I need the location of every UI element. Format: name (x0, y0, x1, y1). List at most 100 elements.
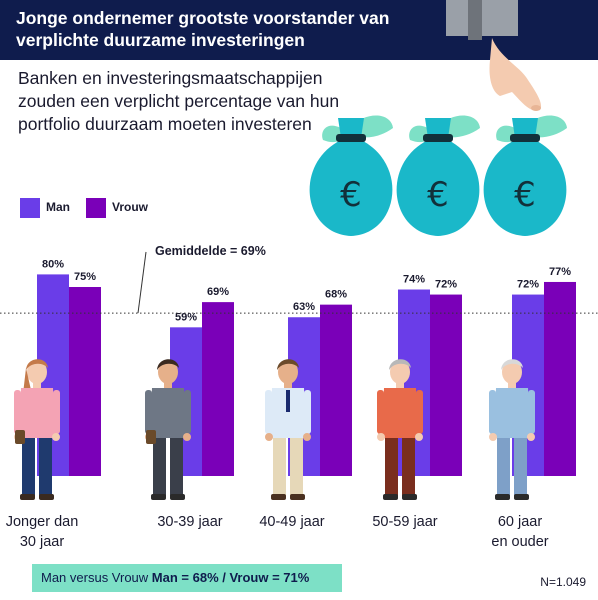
person-leg (39, 438, 52, 496)
category-label: 60 jaar (498, 514, 543, 530)
person-shoe (290, 494, 305, 500)
category-label: Jonger dan (6, 514, 79, 530)
person-leg (385, 438, 398, 496)
bag-tie (336, 134, 366, 142)
person-head (27, 360, 47, 384)
legend-swatch-vrouw (86, 198, 106, 218)
person-hand (265, 433, 273, 441)
data-label: 77% (549, 266, 571, 278)
person-neck (396, 382, 404, 388)
person-hand (303, 433, 311, 441)
person-hair (26, 359, 48, 370)
person-leg (153, 438, 166, 496)
bag-neck (338, 118, 364, 138)
person-torso (382, 388, 418, 438)
person-hair-long (23, 368, 31, 394)
data-label: 69% (207, 286, 229, 298)
person-hair (157, 359, 179, 370)
bag-neck (512, 118, 538, 138)
person-torso (19, 388, 55, 438)
data-label: 63% (293, 301, 315, 313)
category-label: en ouder (491, 534, 548, 550)
person-shoe (383, 494, 398, 500)
person-arm (304, 390, 311, 434)
person-leg (170, 438, 183, 496)
money-bag-icon: € (309, 115, 393, 236)
bar-vrouw-4 (544, 281, 576, 476)
person-neck (284, 382, 292, 388)
data-label: 72% (517, 279, 539, 291)
person-tie (286, 390, 290, 412)
person-neck (164, 382, 172, 388)
person-arm (184, 390, 191, 434)
person-icon (145, 359, 191, 500)
person-icon (377, 359, 423, 500)
euro-icon: € (340, 175, 362, 215)
person-torso (150, 388, 186, 438)
legend-label-man: Man (46, 200, 70, 214)
person-shoe (170, 494, 185, 500)
person-torso (270, 388, 306, 438)
person-bag (15, 430, 25, 444)
bag-body (396, 140, 480, 236)
category-label: 30-39 jaar (157, 514, 222, 530)
person-arm (489, 390, 496, 434)
data-label: 75% (74, 271, 96, 283)
person-shoe (39, 494, 54, 500)
person-leg (290, 438, 303, 496)
person-hand (527, 433, 535, 441)
person-bag (146, 430, 156, 444)
person-icon (489, 359, 535, 500)
person-hand (489, 433, 497, 441)
person-arm (14, 390, 21, 434)
person-leg (22, 438, 35, 496)
finger-tip (531, 105, 541, 111)
person-shoe (402, 494, 417, 500)
person-head (158, 360, 178, 384)
data-label: 68% (325, 289, 347, 301)
chart-subtitle: Banken en investeringsmaatschappijen zou… (18, 68, 340, 134)
footer-prefix: Man versus Vrouw (41, 570, 149, 585)
euro-icon: € (514, 175, 536, 215)
data-label: 59% (175, 311, 197, 323)
bag-tie (510, 134, 540, 142)
person-arm (416, 390, 423, 434)
legend-label-vrouw: Vrouw (112, 200, 149, 214)
category-label: 50-59 jaar (372, 514, 437, 530)
data-label: 80% (42, 258, 64, 270)
footer-text: Man versus Vrouw Man = 68% / Vrouw = 71% (41, 570, 309, 585)
person-shoe (495, 494, 510, 500)
bag-neck (425, 118, 451, 138)
person-hand (415, 433, 423, 441)
average-pointer (137, 251, 147, 314)
person-icon (265, 359, 311, 500)
bag-body (483, 140, 567, 236)
sample-size: N=1.049 (540, 575, 586, 589)
average-label: Gemiddelde = 69% (155, 244, 266, 258)
chart-title: Jonge ondernemer grootste voorstander va… (16, 8, 390, 50)
person-arm (377, 390, 384, 434)
euro-icon: € (427, 175, 449, 215)
person-leg (514, 438, 527, 496)
bar-vrouw-2 (320, 304, 352, 476)
person-head (390, 360, 410, 384)
person-hand (183, 433, 191, 441)
people-layer (14, 359, 535, 500)
person-hair (389, 359, 411, 370)
person-torso (494, 388, 530, 438)
person-hand (377, 433, 385, 441)
person-arm (145, 390, 152, 434)
sleeve-fold (468, 0, 482, 40)
person-hand (52, 433, 60, 441)
labels-layer: 80% 59% 63% 74% 72% 75% 69% 68% 72% 77% Gemiddelde… (0, 244, 598, 550)
person-leg (402, 438, 415, 496)
person-shoe (271, 494, 286, 500)
person-shoe (514, 494, 529, 500)
data-label: 72% (435, 279, 457, 291)
person-leg (497, 438, 510, 496)
person-icon (14, 359, 60, 500)
person-neck (33, 382, 41, 388)
bag-body (309, 140, 393, 236)
money-bag-icon: € (396, 115, 480, 236)
person-head (278, 360, 298, 384)
